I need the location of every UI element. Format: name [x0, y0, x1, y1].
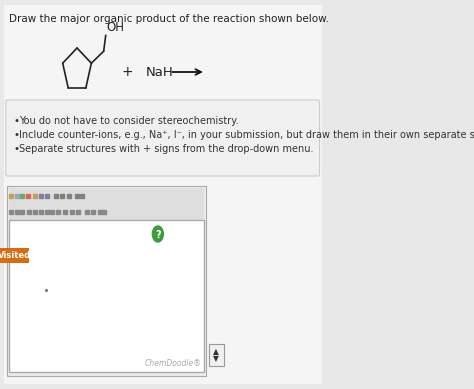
Text: •: •: [14, 144, 20, 154]
Circle shape: [152, 226, 164, 242]
Text: ChemDoodle®: ChemDoodle®: [145, 359, 202, 368]
Text: OH: OH: [107, 21, 125, 34]
Text: •: •: [14, 116, 20, 126]
Text: You do not have to consider stereochemistry.: You do not have to consider stereochemis…: [19, 116, 239, 126]
Text: Visited: Visited: [0, 251, 31, 260]
Text: •: •: [14, 130, 20, 140]
Text: ?: ?: [155, 230, 161, 240]
Text: Include counter-ions, e.g., Na⁺, I⁻, in your submission, but draw them in their : Include counter-ions, e.g., Na⁺, I⁻, in …: [19, 130, 474, 140]
Bar: [9, 204, 204, 220]
Text: ▼: ▼: [213, 354, 219, 363]
Text: NaH: NaH: [146, 65, 173, 79]
Text: +: +: [121, 65, 133, 79]
Bar: [7, 186, 206, 376]
Text: Separate structures with + signs from the drop-down menu.: Separate structures with + signs from th…: [19, 144, 314, 154]
Text: Draw the major organic product of the reaction shown below.: Draw the major organic product of the re…: [9, 14, 328, 24]
Bar: [9, 220, 204, 372]
Bar: [209, 344, 224, 366]
Text: ▲: ▲: [213, 347, 219, 356]
Bar: [0, 248, 29, 263]
Bar: [9, 188, 204, 204]
FancyBboxPatch shape: [6, 100, 319, 176]
